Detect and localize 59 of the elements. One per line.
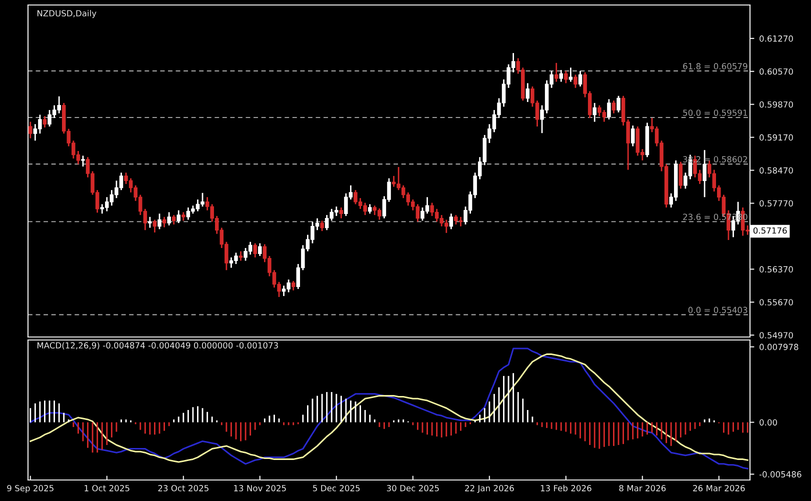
- ref-line-label: 50.0 = 0.59591: [683, 110, 748, 116]
- candlestick: [578, 70, 582, 88]
- candlestick: [28, 121, 32, 139]
- candlestick: [176, 210, 180, 224]
- candlestick: [258, 242, 262, 257]
- ref-line-label: 0.0 = 0.55403: [688, 306, 748, 314]
- y-tick-label: 0.57770: [760, 200, 793, 207]
- candlestick: [368, 204, 372, 214]
- candlestick: [607, 98, 611, 120]
- candlestick: [449, 212, 454, 230]
- x-tick-label: 9 Sep 2025: [7, 485, 54, 493]
- y-tick-label: -0.005486: [759, 471, 802, 478]
- candlestick: [574, 74, 578, 89]
- candlestick: [592, 102, 596, 122]
- y-tick-label: 0.58470: [760, 167, 793, 174]
- y-tick-label: 0.61270: [760, 35, 793, 42]
- candlestick: [172, 214, 176, 226]
- candlestick: [158, 212, 162, 230]
- candlestick: [526, 82, 530, 103]
- y-tick-label: 0.60570: [760, 68, 793, 75]
- candlestick: [148, 216, 152, 228]
- x-tick-label: 13 Nov 2025: [234, 485, 286, 492]
- y-tick-label: 0.56370: [760, 266, 793, 272]
- candlestick: [612, 100, 616, 114]
- candlestick: [554, 62, 558, 82]
- candlestick: [678, 161, 683, 190]
- candlestick: [568, 66, 573, 82]
- candlestick: [42, 115, 47, 128]
- candlestick: [291, 280, 296, 292]
- x-tick-label: 1 Oct 2025: [84, 485, 130, 492]
- y-tick-label: 0.59870: [760, 101, 793, 108]
- x-tick-label: 5 Dec 2025: [313, 485, 360, 492]
- candlestick: [162, 216, 166, 228]
- candlestick: [238, 250, 243, 262]
- x-tick-label: 26 Mar 2026: [693, 485, 745, 492]
- text: NZDUSD,Daily: [37, 10, 96, 18]
- candlestick: [559, 69, 564, 82]
- x-tick-label: 13 Feb 2026: [540, 484, 592, 492]
- candlestick: [702, 149, 706, 198]
- candlestick: [564, 70, 568, 84]
- y-tick-label: 0.55670: [760, 299, 793, 306]
- ref-line-label: 61.8 = 0.60579: [683, 63, 748, 70]
- chart-title: MACD(12,26,9) -0.004874 -0.004049 0.000000 -0.001073: [37, 342, 278, 350]
- x-tick-label: 22 Jan 2026: [465, 485, 514, 493]
- candlestick: [616, 95, 620, 114]
- candlestick: [630, 124, 635, 147]
- y-tick-label: 0.59170: [760, 134, 793, 141]
- candlestick: [167, 212, 171, 226]
- y-tick-label: 0.007978: [760, 344, 798, 350]
- y-tick-label: 0.54970: [760, 332, 793, 338]
- y-tick-label: 0.00: [760, 419, 778, 426]
- candlestick: [81, 155, 85, 168]
- candlestick: [320, 220, 324, 232]
- annotation: 0.57176: [753, 227, 787, 234]
- x-tick-label: 30 Dec 2025: [386, 485, 439, 492]
- x-tick-label: 23 Oct 2025: [158, 485, 208, 492]
- candlestick: [339, 206, 344, 220]
- x-tick-label: 8 Mar 2026: [619, 485, 666, 492]
- candlestick: [253, 242, 257, 258]
